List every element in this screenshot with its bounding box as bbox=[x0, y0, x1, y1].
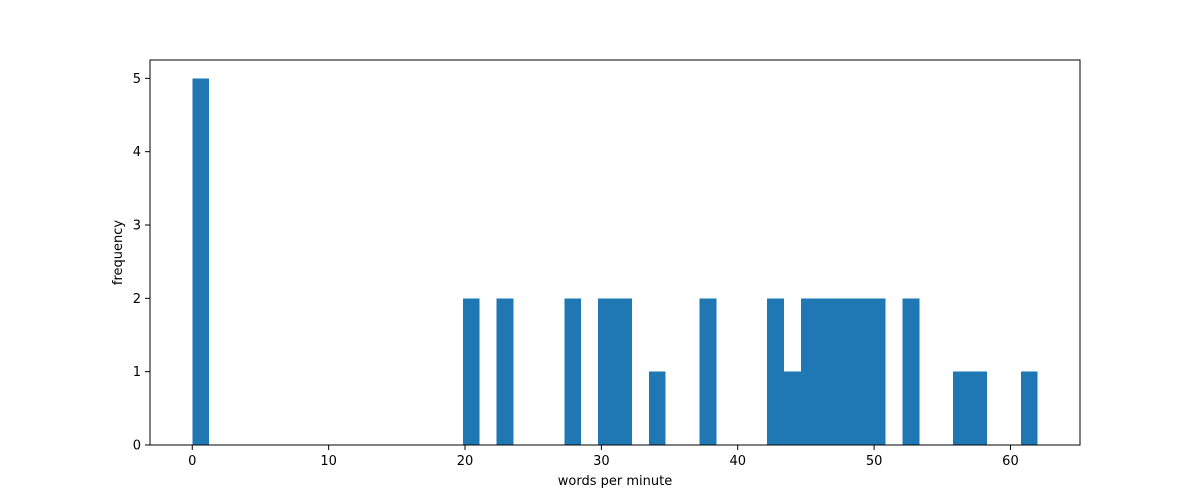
y-tick-label: 1 bbox=[133, 365, 141, 380]
y-tick-label: 3 bbox=[133, 219, 141, 234]
histogram-bar bbox=[648, 371, 666, 445]
histogram-bar bbox=[496, 298, 514, 445]
histogram-bar bbox=[970, 371, 987, 445]
y-axis-label: frequency bbox=[111, 220, 126, 286]
histogram-bar bbox=[462, 298, 480, 445]
histogram-bar bbox=[699, 298, 717, 445]
histogram-bar bbox=[817, 298, 835, 445]
histogram-bar bbox=[767, 298, 785, 445]
histogram-bar bbox=[784, 371, 801, 445]
histogram-bar bbox=[801, 298, 818, 445]
x-tick-label: 20 bbox=[457, 454, 474, 469]
x-tick-label: 0 bbox=[188, 454, 196, 469]
histogram-bar bbox=[834, 298, 852, 445]
histogram-bar bbox=[851, 298, 869, 445]
y-tick-label: 4 bbox=[133, 145, 141, 160]
histogram-bar bbox=[953, 371, 971, 445]
x-tick-label: 60 bbox=[1002, 454, 1019, 469]
plot-frame bbox=[149, 59, 1081, 446]
histogram-bar bbox=[564, 298, 582, 445]
histogram-bar bbox=[615, 298, 632, 445]
x-axis: 0 10 20 30 40 50 60 bbox=[188, 445, 1019, 469]
y-tick-label: 5 bbox=[133, 72, 141, 87]
x-tick-label: 30 bbox=[593, 454, 610, 469]
histogram-bar bbox=[598, 298, 615, 445]
y-tick-label: 0 bbox=[133, 439, 141, 454]
x-axis-label: words per minute bbox=[558, 474, 672, 489]
y-tick-label: 2 bbox=[133, 292, 141, 307]
histogram-bar bbox=[192, 78, 210, 445]
x-tick-label: 40 bbox=[729, 454, 746, 469]
histogram-bar bbox=[902, 298, 920, 445]
x-tick-label: 50 bbox=[866, 454, 883, 469]
histogram-bar bbox=[1020, 371, 1038, 445]
x-tick-label: 10 bbox=[320, 454, 337, 469]
bars-group bbox=[192, 78, 1038, 445]
y-axis: 0 1 2 3 4 5 bbox=[133, 72, 150, 454]
histogram-bar bbox=[868, 298, 886, 445]
